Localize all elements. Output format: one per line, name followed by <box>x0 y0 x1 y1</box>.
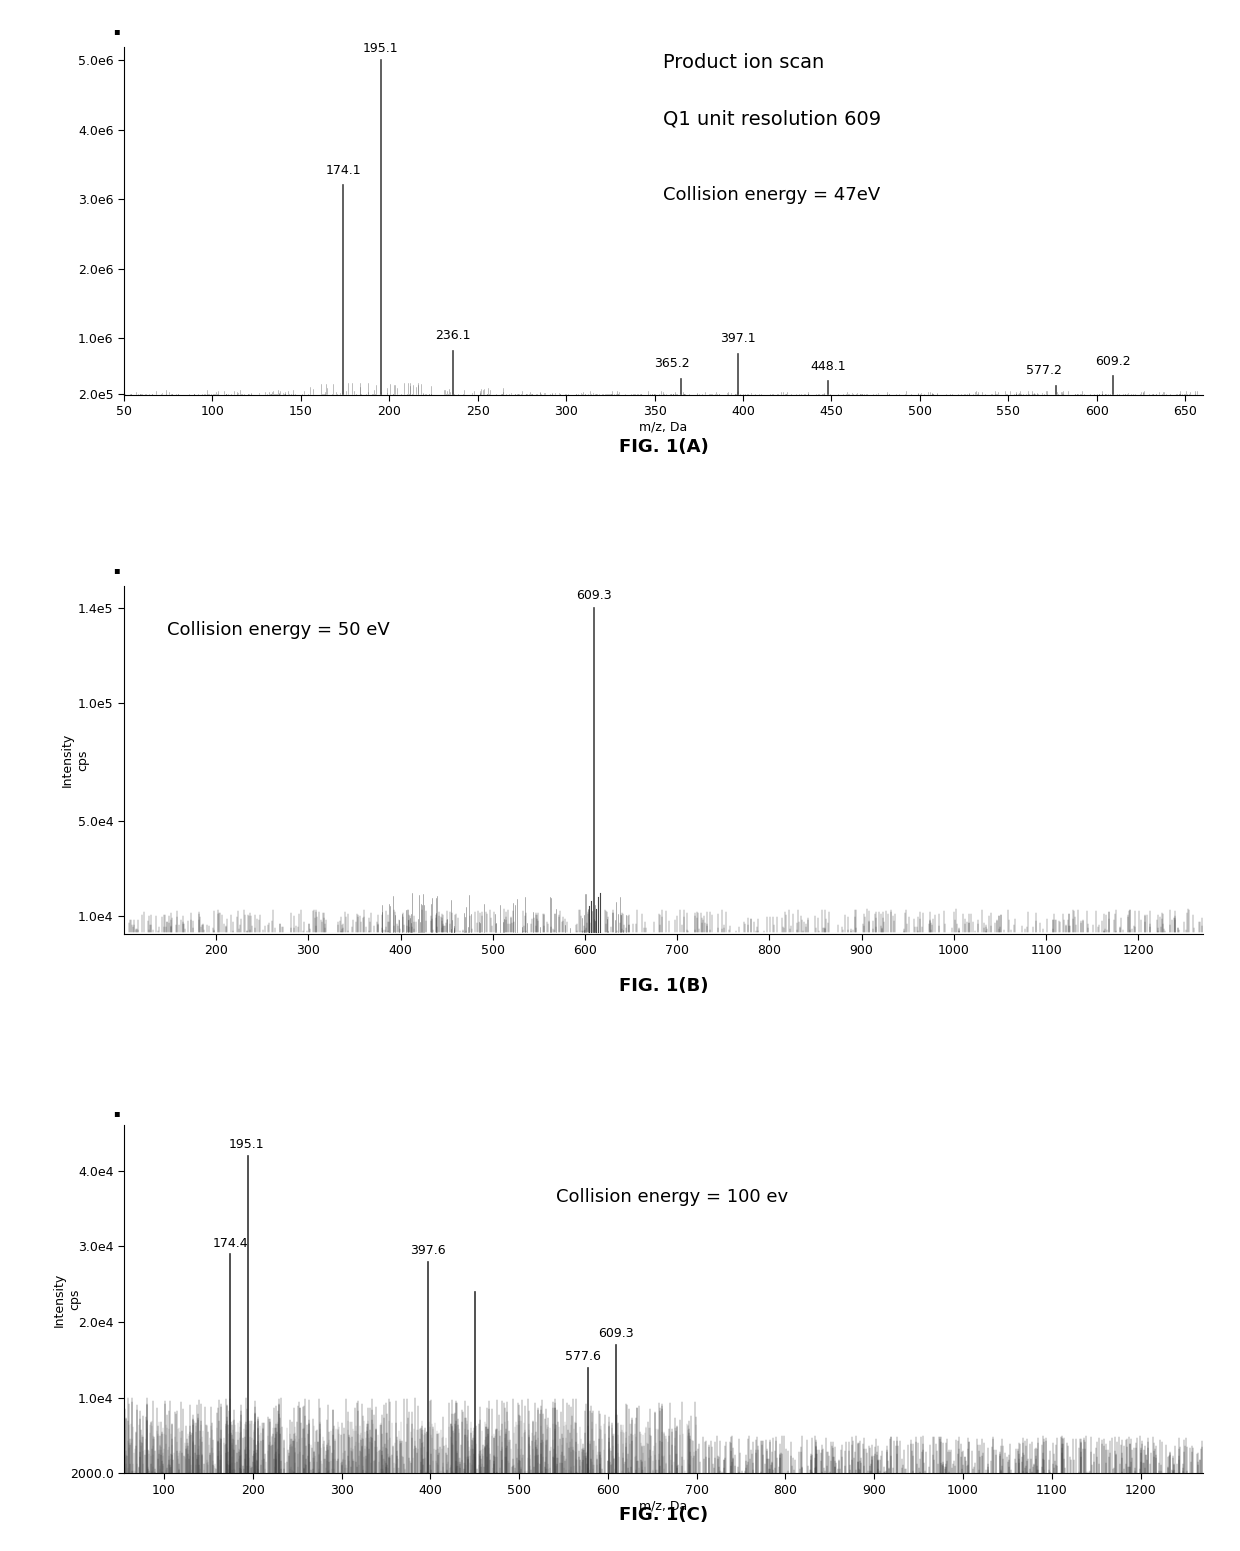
Text: 174.4: 174.4 <box>212 1236 248 1250</box>
Text: 577.6: 577.6 <box>565 1349 601 1363</box>
Y-axis label: Intensity
cps: Intensity cps <box>61 734 89 786</box>
Text: Collision energy = 47eV: Collision energy = 47eV <box>663 186 880 203</box>
Text: 365.2: 365.2 <box>655 357 689 369</box>
Text: 609.3: 609.3 <box>599 1328 634 1340</box>
X-axis label: m/z, Da: m/z, Da <box>640 1500 687 1512</box>
Text: 195.1: 195.1 <box>363 42 398 54</box>
Title: FIG. 1(B): FIG. 1(B) <box>619 977 708 996</box>
Text: 195.1: 195.1 <box>228 1138 264 1151</box>
Title: FIG. 1(A): FIG. 1(A) <box>619 437 708 456</box>
Text: ▪: ▪ <box>113 1107 120 1118</box>
Text: 397.1: 397.1 <box>720 332 755 346</box>
Text: ▪: ▪ <box>113 26 120 36</box>
Text: 609.3: 609.3 <box>575 589 611 602</box>
Text: Q1 unit resolution 609: Q1 unit resolution 609 <box>663 109 882 129</box>
Text: 609.2: 609.2 <box>1095 355 1131 368</box>
Text: Collision energy = 50 eV: Collision energy = 50 eV <box>167 620 389 639</box>
Title: FIG. 1(C): FIG. 1(C) <box>619 1506 708 1525</box>
Text: Collision energy = 100 ev: Collision energy = 100 ev <box>556 1188 787 1207</box>
Text: 577.2: 577.2 <box>1025 364 1061 377</box>
Text: 236.1: 236.1 <box>435 329 471 343</box>
Text: ▪: ▪ <box>113 565 120 575</box>
Text: 397.6: 397.6 <box>410 1244 446 1256</box>
X-axis label: m/z, Da: m/z, Da <box>640 420 687 434</box>
Text: 174.1: 174.1 <box>326 164 361 177</box>
Text: 448.1: 448.1 <box>810 360 846 374</box>
Y-axis label: Intensity
cps: Intensity cps <box>53 1272 81 1326</box>
Text: Product ion scan: Product ion scan <box>663 53 825 73</box>
